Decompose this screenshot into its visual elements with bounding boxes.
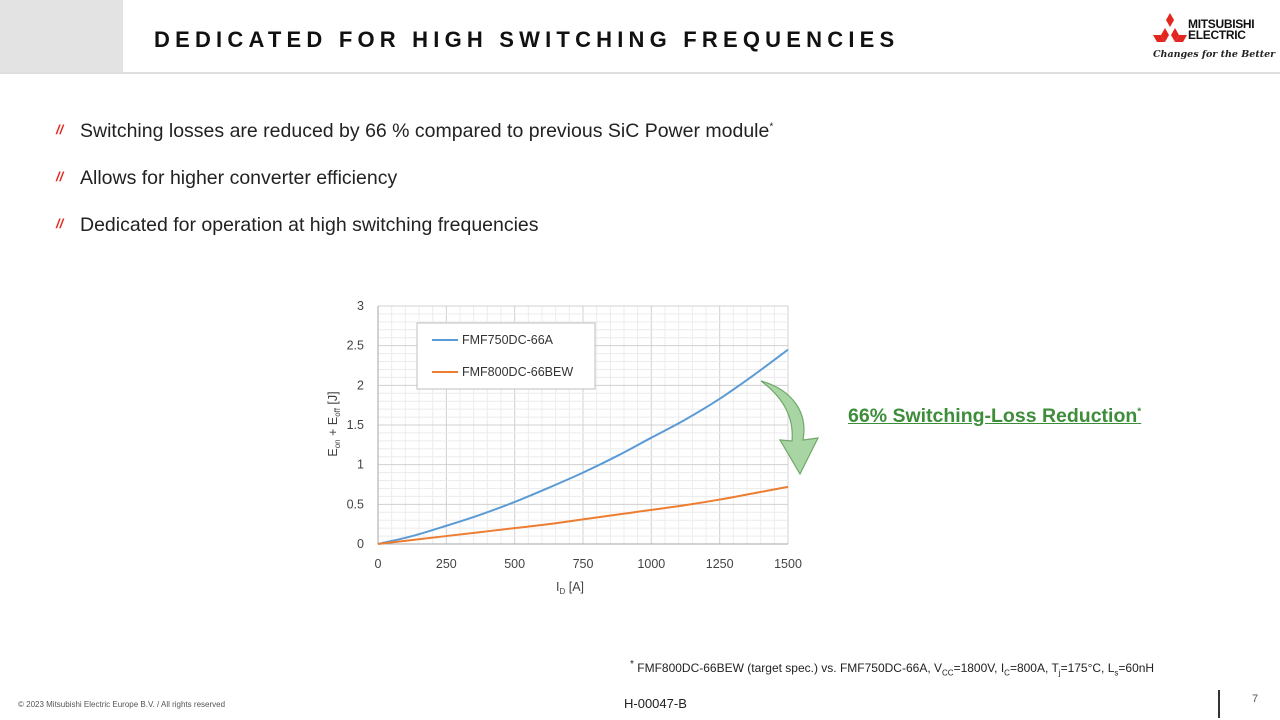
bullet-item: //Switching losses are reduced by 66 % c… bbox=[56, 120, 774, 142]
legend-label-fmf750: FMF750DC-66A bbox=[462, 333, 554, 347]
document-code: H-00047-B bbox=[624, 696, 687, 711]
x-tick-label: 1250 bbox=[706, 557, 734, 571]
x-tick-label: 1500 bbox=[774, 557, 802, 571]
three-diamonds-icon bbox=[1153, 13, 1187, 42]
x-tick-label: 750 bbox=[573, 557, 594, 571]
slide-title: DEDICATED FOR HIGH SWITCHING FREQUENCIES bbox=[154, 27, 900, 52]
y-axis-label: Eon + Eoff [J] bbox=[326, 391, 342, 456]
chart-axes bbox=[377, 306, 788, 545]
chart-tick-labels: 0 250 500 750 1000 1250 1500 0 0.5 1 1.5 2 2.5 3 bbox=[347, 299, 802, 571]
y-tick-label: 3 bbox=[357, 299, 364, 313]
x-tick-label: 500 bbox=[504, 557, 525, 571]
series-line-fmf750dc-66a bbox=[377, 348, 789, 545]
loss-reduction-annotation: 66% Switching-Loss Reduction* bbox=[848, 405, 1142, 427]
page-number: 7 bbox=[1252, 693, 1259, 705]
chart-series bbox=[377, 348, 789, 545]
reduction-arrow-icon bbox=[760, 380, 820, 476]
series-line-fmf800dc-66bew bbox=[377, 485, 789, 545]
y-tick-label: 2 bbox=[357, 378, 364, 392]
bullet-item: //Dedicated for operation at high switch… bbox=[56, 214, 539, 236]
x-tick-label: 1000 bbox=[637, 557, 665, 571]
x-tick-label: 250 bbox=[436, 557, 457, 571]
bullet-marker-icon: // bbox=[56, 216, 64, 231]
legend-label-fmf800: FMF800DC-66BEW bbox=[462, 365, 573, 379]
header-divider bbox=[0, 72, 1280, 74]
x-axis-label: ID [A] bbox=[556, 580, 584, 596]
logo-tagline: Changes for the Better bbox=[1153, 49, 1276, 60]
footnote: * FMF800DC-66BEW (target spec.) vs. FMF7… bbox=[630, 659, 1155, 678]
y-tick-label: 2.5 bbox=[347, 339, 364, 353]
bullet-list: //Switching losses are reduced by 66 % c… bbox=[56, 120, 773, 261]
y-tick-label: 1.5 bbox=[347, 418, 364, 432]
header-corner-block bbox=[0, 0, 123, 72]
page-separator bbox=[1218, 690, 1220, 718]
bullet-marker-icon: // bbox=[56, 169, 64, 184]
logo-wordmark: MITSUBISHI ELECTRIC bbox=[1188, 17, 1255, 42]
chart-legend: FMF750DC-66A FMF800DC-66BEW bbox=[416, 322, 596, 390]
bullet-marker-icon: // bbox=[56, 122, 64, 137]
bullet-item: //Allows for higher converter efficiency bbox=[56, 167, 398, 189]
y-tick-label: 1 bbox=[357, 458, 364, 472]
x-tick-label: 0 bbox=[375, 557, 382, 571]
switching-loss-chart: 0 250 500 750 1000 1250 1500 0 0.5 1 1.5 2 2.5 3 FMF7… bbox=[326, 299, 802, 596]
y-tick-label: 0.5 bbox=[347, 497, 364, 511]
copyright-text: © 2023 Mitsubishi Electric Europe B.V. /… bbox=[18, 700, 226, 709]
y-tick-label: 0 bbox=[357, 537, 364, 551]
footnote-mark: * bbox=[769, 121, 774, 133]
company-logo: MITSUBISHI ELECTRIC Changes for the Bett… bbox=[1148, 12, 1275, 62]
